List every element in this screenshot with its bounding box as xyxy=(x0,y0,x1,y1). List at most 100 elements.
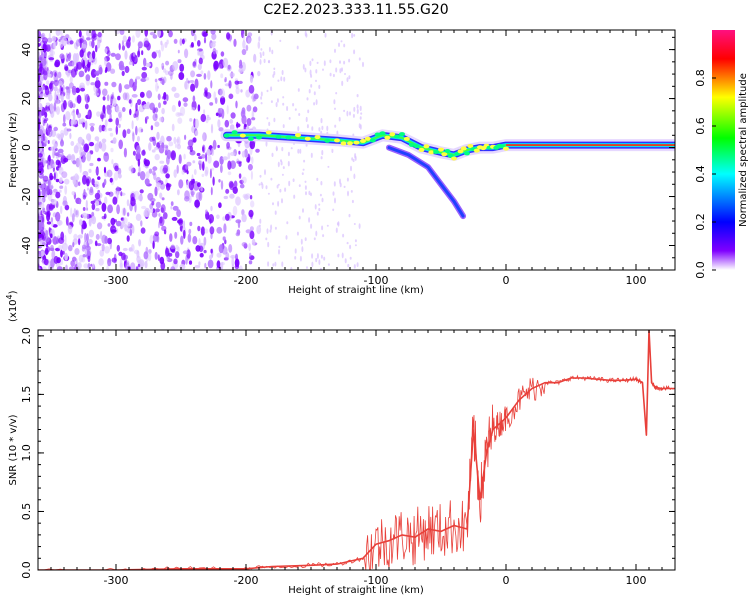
noise-speckle xyxy=(341,252,344,259)
noise-speckle xyxy=(87,110,91,119)
noise-speckle xyxy=(155,50,160,54)
noise-speckle xyxy=(220,51,225,57)
noise-speckle xyxy=(273,117,276,123)
noise-speckle xyxy=(53,79,59,87)
noise-speckle xyxy=(182,250,189,255)
noise-speckle xyxy=(184,48,189,59)
noise-speckle xyxy=(126,199,130,207)
noise-speckle xyxy=(356,108,359,115)
noise-speckle xyxy=(159,216,163,224)
noise-speckle xyxy=(235,219,242,224)
x-tick-label: -200 xyxy=(234,574,259,587)
noise-speckle xyxy=(63,114,66,124)
noise-speckle xyxy=(48,32,52,39)
noise-speckle xyxy=(349,244,352,250)
noise-speckle xyxy=(104,235,108,244)
noise-speckle xyxy=(52,163,56,168)
noise-speckle xyxy=(95,166,99,176)
noise-speckle xyxy=(216,252,222,258)
ridge-blob xyxy=(467,144,474,148)
noise-speckle xyxy=(217,144,220,149)
noise-speckle xyxy=(308,89,311,94)
noise-speckle xyxy=(124,84,130,90)
noise-speckle xyxy=(233,38,237,48)
noise-speckle xyxy=(280,161,283,166)
noise-speckle xyxy=(121,70,125,77)
noise-speckle xyxy=(160,135,165,145)
noise-speckle xyxy=(241,30,245,39)
noise-speckle xyxy=(102,88,108,97)
noise-speckle xyxy=(54,150,57,156)
noise-speckle xyxy=(359,124,362,130)
noise-speckle xyxy=(238,80,243,84)
noise-speckle xyxy=(238,173,242,179)
noise-speckle xyxy=(81,44,87,49)
noise-speckle xyxy=(71,85,77,96)
noise-speckle xyxy=(126,212,130,217)
noise-speckle xyxy=(274,261,277,267)
noise-speckle xyxy=(305,116,308,123)
noise-speckle xyxy=(203,109,206,115)
noise-speckle xyxy=(194,78,199,89)
noise-speckle xyxy=(86,133,92,141)
noise-speckle xyxy=(229,72,235,78)
noise-speckle xyxy=(248,260,253,265)
noise-speckle xyxy=(222,216,226,221)
noise-speckle xyxy=(245,89,251,98)
noise-speckle xyxy=(49,229,54,234)
noise-speckle xyxy=(47,140,50,144)
ridge-blob xyxy=(457,149,464,154)
spectrogram-marks xyxy=(38,30,675,270)
noise-speckle xyxy=(56,133,61,139)
noise-speckle xyxy=(193,169,197,175)
noise-speckle xyxy=(354,155,357,161)
noise-speckle xyxy=(65,92,70,100)
noise-speckle xyxy=(262,51,265,56)
noise-speckle xyxy=(115,125,119,135)
noise-speckle xyxy=(131,35,135,43)
noise-speckle xyxy=(189,221,193,227)
noise-speckle xyxy=(105,191,111,196)
noise-speckle xyxy=(353,49,356,55)
noise-speckle xyxy=(113,253,117,262)
noise-speckle xyxy=(183,229,186,239)
noise-speckle xyxy=(353,264,356,269)
x-tick-label: 0 xyxy=(503,274,510,287)
noise-speckle xyxy=(278,245,281,249)
noise-speckle xyxy=(353,106,356,112)
noise-speckle xyxy=(326,224,329,227)
noise-speckle xyxy=(159,117,164,122)
noise-speckle xyxy=(221,261,224,270)
noise-speckle xyxy=(242,40,246,49)
noise-speckle xyxy=(75,209,80,218)
noise-speckle xyxy=(135,152,141,162)
noise-speckle xyxy=(195,130,199,136)
noise-speckle xyxy=(82,122,85,128)
noise-speckle xyxy=(283,76,286,82)
noise-speckle xyxy=(39,184,46,189)
noise-speckle xyxy=(137,260,142,264)
noise-speckle xyxy=(112,196,118,205)
noise-speckle xyxy=(91,203,96,211)
noise-speckle xyxy=(311,261,314,268)
noise-speckle xyxy=(232,186,238,194)
noise-speckle xyxy=(305,33,308,38)
noise-speckle xyxy=(176,138,180,143)
noise-speckle xyxy=(141,71,148,79)
x-tick-label: -300 xyxy=(104,274,129,287)
noise-speckle xyxy=(84,65,88,73)
noise-speckle xyxy=(333,99,336,105)
noise-speckle xyxy=(101,138,107,144)
noise-speckle xyxy=(48,93,53,102)
noise-speckle xyxy=(346,77,349,82)
noise-speckle xyxy=(68,266,75,270)
noise-speckle xyxy=(132,150,136,156)
noise-speckle xyxy=(88,238,93,245)
noise-speckle xyxy=(84,232,87,242)
noise-speckle xyxy=(72,175,77,185)
noise-speckle xyxy=(227,64,231,70)
noise-speckle xyxy=(88,217,92,227)
noise-speckle xyxy=(265,185,268,190)
ridge-blob xyxy=(418,147,425,152)
noise-speckle xyxy=(155,182,162,188)
